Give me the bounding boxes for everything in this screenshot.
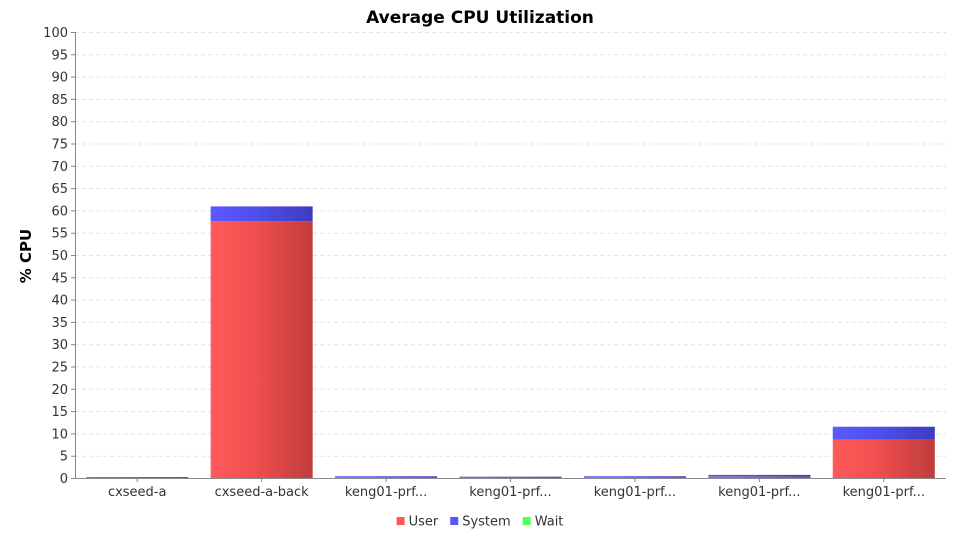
y-tick-label: 80 xyxy=(51,115,68,130)
y-tick-label: 60 xyxy=(51,204,68,219)
chart-title: Average CPU Utilization xyxy=(366,8,594,28)
y-tick-label: 5 xyxy=(60,450,68,465)
bar-system xyxy=(86,477,189,478)
y-tick-label: 50 xyxy=(51,249,68,264)
y-tick-label: 70 xyxy=(51,160,68,175)
x-tick-label: cxseed-a-back xyxy=(215,485,310,500)
bar-user xyxy=(459,477,562,479)
y-tick-label: 40 xyxy=(51,294,68,309)
y-tick-label: 20 xyxy=(51,383,68,398)
bar-user xyxy=(832,439,935,478)
bars xyxy=(86,206,935,479)
legend-label-wait: Wait xyxy=(535,515,564,530)
y-axis-ticks: 0 5 10 15 20 25 30 35 40 45 50 55 60 65 70 75 80 85 90 95 10… xyxy=(43,26,75,487)
y-tick-label: 55 xyxy=(51,227,68,242)
y-tick-label: 100 xyxy=(43,26,68,41)
y-tick-label: 25 xyxy=(51,361,68,376)
y-tick-label: 35 xyxy=(51,316,68,331)
y-tick-label: 95 xyxy=(51,48,68,63)
x-tick-label: keng01-prf... xyxy=(594,485,676,500)
y-tick-label: 90 xyxy=(51,71,68,86)
bar-system xyxy=(335,476,438,478)
bar-system xyxy=(583,476,686,478)
y-axis-label: % CPU xyxy=(17,229,35,283)
bar-system xyxy=(210,206,313,222)
x-tick-label: keng01-prf... xyxy=(345,485,427,500)
legend-label-system: System xyxy=(462,515,510,530)
legend-swatch-wait xyxy=(522,517,531,525)
x-tick-label: keng01-prf... xyxy=(718,485,800,500)
bar-system xyxy=(459,476,562,478)
bar-user xyxy=(708,476,811,478)
x-axis-ticks: cxseed-a cxseed-a-back keng01-prf... keng01… xyxy=(108,478,925,500)
grid-lines xyxy=(75,32,946,457)
bar-user xyxy=(583,477,686,478)
x-tick-label: cxseed-a xyxy=(108,485,167,500)
y-tick-label: 0 xyxy=(60,472,68,487)
legend: User System Wait xyxy=(396,515,564,530)
y-tick-label: 65 xyxy=(51,182,68,197)
y-tick-label: 30 xyxy=(51,338,68,353)
y-tick-label: 15 xyxy=(51,405,68,420)
y-tick-label: 10 xyxy=(51,427,68,442)
y-tick-label: 85 xyxy=(51,93,68,108)
bar-user xyxy=(86,477,189,479)
bar-system xyxy=(708,474,811,477)
bar-system xyxy=(832,426,935,440)
x-tick-label: keng01-prf... xyxy=(469,485,551,500)
bar-user xyxy=(335,477,438,478)
y-tick-label: 75 xyxy=(51,138,68,153)
legend-swatch-user xyxy=(396,517,405,525)
y-tick-label: 45 xyxy=(51,271,68,286)
legend-swatch-system xyxy=(450,517,459,525)
legend-label-user: User xyxy=(409,515,439,530)
x-tick-label: keng01-prf... xyxy=(843,485,925,500)
bar-user xyxy=(210,221,313,478)
